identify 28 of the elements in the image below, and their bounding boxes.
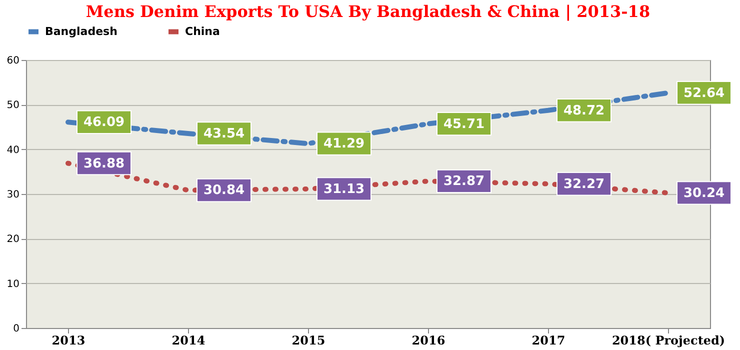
y-tick-label: 20 [6, 234, 20, 246]
y-tick-label: 40 [6, 144, 20, 156]
x-tick-label: 2018( Projected) [612, 334, 726, 348]
data-label: 31.13 [323, 182, 365, 197]
data-label: 45.71 [443, 116, 485, 132]
x-tick-label: 2017 [532, 334, 566, 348]
y-tick-label: 30 [6, 190, 20, 200]
legend-label: Bangladesh [45, 24, 118, 38]
y-tick-label: 10 [6, 278, 20, 290]
data-label: 32.27 [563, 176, 605, 192]
y-tick-label: 60 [6, 56, 20, 66]
data-label: 41.29 [323, 136, 365, 152]
legend-label: China [185, 24, 220, 38]
data-label: 30.84 [203, 183, 245, 198]
x-tick-label: 2015 [292, 334, 326, 348]
data-label: 30.24 [683, 186, 725, 201]
data-label: 32.87 [443, 174, 485, 190]
data-label: 52.64 [683, 86, 725, 101]
y-tick-label: 50 [6, 100, 20, 112]
data-label: 48.72 [563, 103, 605, 118]
x-tick-label: 2016 [412, 334, 446, 348]
x-tick-label: 2013 [52, 334, 86, 348]
data-label: 46.09 [83, 115, 125, 130]
x-tick-label: 2014 [172, 334, 206, 348]
y-tick-label: 0 [13, 324, 20, 334]
data-label: 36.88 [83, 156, 125, 172]
data-label: 43.54 [203, 126, 245, 142]
chart-title: Mens Denim Exports To USA By Bangladesh & China | 2013-18 [86, 2, 650, 21]
